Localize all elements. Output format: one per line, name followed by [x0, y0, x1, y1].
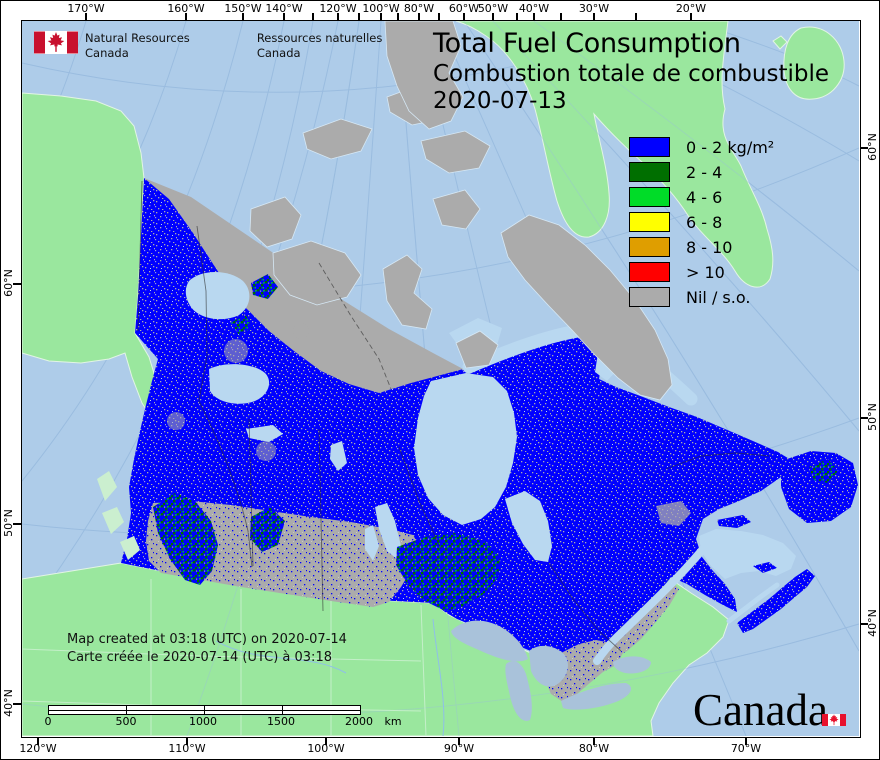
axis-label: 20°W — [675, 2, 707, 15]
legend-label: Nil / s.o. — [686, 287, 751, 307]
province-borders — [137, 180, 770, 652]
bc-coast-islands — [97, 471, 140, 560]
map-title-en: Total Fuel Consumption — [433, 28, 741, 59]
bay-of-fundy — [726, 582, 780, 624]
map-frame — [21, 20, 861, 738]
map-date: 2020-07-13 — [433, 88, 567, 114]
axis-label: 50°N — [866, 403, 879, 431]
fuel-raster-green — [153, 274, 838, 611]
wordmark-flag-icon — [822, 688, 846, 734]
legend-row: 8 - 10 — [629, 237, 732, 257]
legend-swatch — [629, 187, 670, 207]
legend-swatch — [629, 262, 670, 282]
land-iceland — [783, 26, 845, 100]
axis-label: 150°W — [224, 2, 262, 15]
scale-tick-label: 0 — [44, 715, 52, 728]
legend-swatch — [629, 162, 670, 182]
agency-name-en: Natural Resources Canada — [85, 31, 190, 60]
axis-label: 100°W — [307, 742, 345, 755]
axis-label: 140°W — [265, 2, 303, 15]
axis-label: 60°N — [866, 133, 879, 161]
legend-swatch — [629, 212, 670, 232]
axis-label: 50°W — [477, 2, 509, 15]
axis-label: 160°W — [167, 2, 205, 15]
st-lawrence-river — [593, 545, 707, 665]
scale-tick-label: 1500 — [267, 715, 295, 728]
legend-row: 0 - 2 kg/m² — [629, 137, 774, 157]
legend-label: 6 - 8 — [686, 212, 723, 232]
agency-line: Canada — [85, 45, 129, 60]
map-canvas — [21, 20, 859, 736]
agency-line: Canada — [256, 45, 301, 60]
legend-label: > 10 — [686, 262, 725, 282]
agency-name-fr: Ressources naturelles Canada — [257, 31, 383, 60]
lakes — [185, 272, 401, 561]
legend-row: 4 - 6 — [629, 187, 722, 207]
legend-row: 2 - 4 — [629, 162, 722, 182]
axis-label: 100°W — [362, 2, 400, 15]
axis-label: 40°W — [518, 2, 550, 15]
axis-label: 30°W — [578, 2, 610, 15]
legend-row: 6 - 8 — [629, 212, 722, 232]
arctic-islands — [249, 20, 673, 401]
axis-label: 40°N — [866, 609, 879, 637]
canada-flag-icon — [34, 31, 78, 54]
map-credits: Map created at 03:18 (UTC) on 2020-07-14… — [67, 631, 347, 667]
great-lakes — [451, 620, 651, 721]
scale-tick-label: 500 — [115, 715, 137, 728]
land-islet — [772, 35, 788, 50]
legend-swatch — [629, 287, 670, 307]
us-rivers — [215, 618, 445, 736]
scale-tick-label: 1000 — [189, 715, 217, 728]
saguenay-nil — [656, 501, 691, 526]
legend-row: Nil / s.o. — [629, 287, 750, 307]
map-title-fr: Combustion totale de combustible — [433, 61, 830, 87]
canada-wordmark: Canada — [693, 685, 846, 735]
legend-swatch — [629, 237, 670, 257]
scale-unit: km — [384, 715, 402, 728]
agency-line: Natural Resources — [85, 31, 190, 45]
legend-swatch — [629, 137, 670, 157]
agency-line: Ressources naturelles — [256, 31, 383, 45]
legend-label: 0 - 2 kg/m² — [686, 137, 775, 157]
prairie-nil — [146, 501, 421, 607]
scale-tick-label: 2000 — [345, 715, 373, 728]
scale-bar — [48, 705, 361, 715]
legend-label: 4 - 6 — [686, 187, 723, 207]
axis-label: 80°W — [578, 742, 610, 755]
axis-label: 60°W — [448, 2, 480, 15]
credits-line-en: Map created at 03:18 (UTC) on 2020-07-14 — [67, 632, 347, 647]
axis-label: 70°W — [730, 742, 762, 755]
agency-signature: Natural Resources Canada Ressources natu… — [34, 31, 382, 60]
legend-row: > 10 — [629, 262, 725, 282]
axis-label: 90°W — [443, 742, 475, 755]
axis-label: 80°W — [403, 2, 435, 15]
land-alaska — [21, 92, 164, 422]
axis-label: 110°W — [168, 742, 206, 755]
map-title-block: Total Fuel Consumption Combustion totale… — [433, 29, 829, 115]
legend-label: 8 - 10 — [686, 237, 733, 257]
atlantic-canada — [717, 451, 858, 633]
legend-label: 2 - 4 — [686, 162, 723, 182]
axis-label: 120°W — [19, 742, 57, 755]
wordmark-text: Canada — [693, 685, 828, 735]
axis-label: 120°W — [319, 2, 357, 15]
credits-line-fr: Carte créée le 2020-07-14 (UTC) à 03:18 — [67, 650, 332, 665]
axis-label: 170°W — [67, 2, 105, 15]
